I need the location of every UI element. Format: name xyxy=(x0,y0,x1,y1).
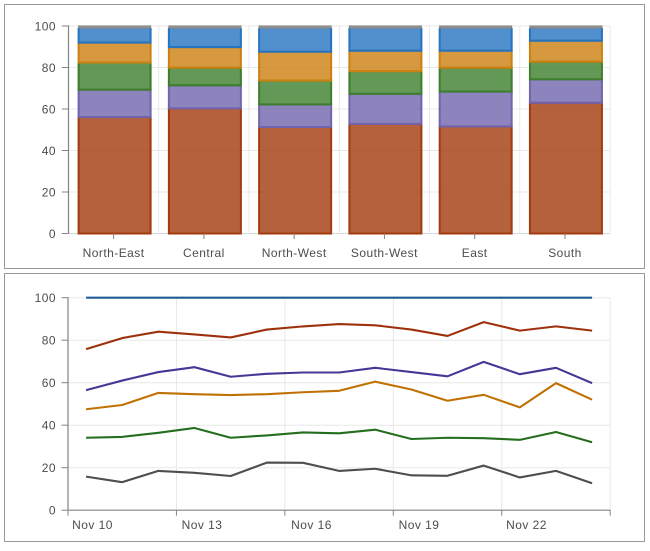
svg-text:Nov 10: Nov 10 xyxy=(72,518,113,532)
svg-text:80: 80 xyxy=(42,334,56,348)
svg-text:60: 60 xyxy=(42,376,56,390)
svg-text:East: East xyxy=(462,246,488,260)
svg-text:80: 80 xyxy=(42,61,56,75)
svg-text:South: South xyxy=(548,246,582,260)
svg-text:South-West: South-West xyxy=(351,246,418,260)
svg-text:40: 40 xyxy=(42,419,56,433)
svg-text:20: 20 xyxy=(42,461,56,475)
svg-text:Nov 22: Nov 22 xyxy=(506,518,547,532)
svg-text:Central: Central xyxy=(183,246,225,260)
svg-text:Nov 16: Nov 16 xyxy=(291,518,332,532)
svg-text:Nov 13: Nov 13 xyxy=(182,518,223,532)
svg-text:100: 100 xyxy=(35,291,56,305)
svg-text:North-East: North-East xyxy=(83,246,145,260)
svg-text:0: 0 xyxy=(49,227,56,241)
svg-text:60: 60 xyxy=(42,102,56,116)
svg-text:100: 100 xyxy=(35,19,56,33)
svg-text:Nov 19: Nov 19 xyxy=(399,518,440,532)
svg-text:North-West: North-West xyxy=(262,246,327,260)
svg-text:20: 20 xyxy=(42,185,56,199)
svg-text:40: 40 xyxy=(42,144,56,158)
svg-text:0: 0 xyxy=(49,504,56,518)
